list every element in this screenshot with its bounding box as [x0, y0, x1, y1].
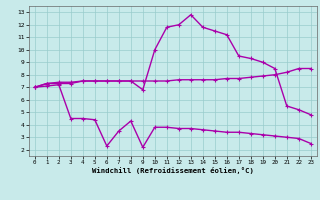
X-axis label: Windchill (Refroidissement éolien,°C): Windchill (Refroidissement éolien,°C) — [92, 167, 254, 174]
